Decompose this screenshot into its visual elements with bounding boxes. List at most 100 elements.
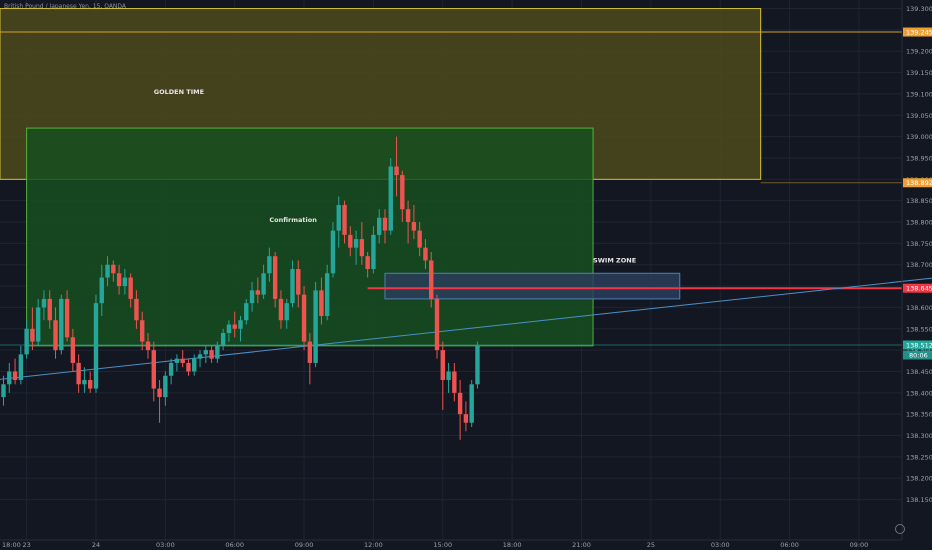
candle[interactable] (53, 307, 58, 359)
zone-box[interactable] (26, 127, 594, 347)
candle[interactable] (261, 264, 266, 299)
candle[interactable] (324, 264, 330, 321)
candle[interactable] (151, 341, 156, 402)
zone-boxes[interactable] (0, 8, 762, 347)
candle[interactable] (423, 239, 428, 269)
time-axis[interactable]: 18:00 23 24 03:00 06:00 09:00 12:00 15:00 18:00 2… (2, 541, 868, 549)
price-tick-label: 138.700 (906, 261, 932, 269)
candle[interactable] (255, 277, 261, 304)
candle[interactable] (371, 226, 376, 274)
candle[interactable] (12, 358, 18, 385)
candle[interactable] (307, 333, 313, 385)
candle[interactable] (18, 345, 24, 385)
candle[interactable] (429, 251, 434, 308)
candle[interactable] (47, 290, 52, 329)
candle[interactable] (405, 200, 411, 244)
candle[interactable] (301, 286, 307, 351)
candle[interactable] (267, 247, 272, 282)
candle[interactable] (342, 200, 347, 244)
candle[interactable] (232, 311, 237, 338)
candle[interactable] (394, 136, 399, 197)
chart-settings-icon[interactable] (895, 524, 905, 534)
candle[interactable] (76, 354, 81, 393)
candle[interactable] (446, 362, 451, 393)
candle[interactable] (434, 294, 440, 359)
candle[interactable] (400, 170, 405, 223)
candle[interactable] (186, 358, 191, 376)
price-badge: 139.245 (903, 27, 932, 37)
candle[interactable] (475, 341, 480, 389)
candle[interactable] (70, 328, 76, 372)
candle[interactable] (296, 260, 301, 308)
candle[interactable] (134, 290, 139, 329)
candle[interactable] (290, 260, 295, 308)
candle[interactable] (220, 328, 226, 351)
time-tick-label: 18:00 (2, 541, 21, 549)
candle[interactable] (174, 354, 180, 372)
candle[interactable] (249, 281, 255, 312)
candle[interactable] (122, 269, 128, 295)
horizontal-lines[interactable] (0, 31, 902, 346)
candle[interactable] (203, 345, 208, 363)
candle[interactable] (209, 345, 214, 363)
candle[interactable] (215, 341, 220, 363)
price-axis[interactable]: 139.300139.250139.200139.150139.100139.0… (903, 5, 932, 504)
candle[interactable] (284, 298, 289, 329)
candles[interactable] (1, 136, 480, 440)
candle[interactable] (93, 294, 99, 393)
candle[interactable] (168, 358, 174, 385)
candle[interactable] (469, 380, 474, 427)
candle[interactable] (105, 256, 110, 287)
candle[interactable] (330, 222, 336, 278)
candle[interactable] (99, 264, 104, 316)
candle-body (249, 290, 255, 304)
candle[interactable] (7, 362, 12, 393)
candle[interactable] (1, 375, 6, 406)
price-tick-label: 138.250 (906, 453, 932, 461)
candle[interactable] (365, 251, 370, 278)
candle[interactable] (41, 290, 47, 321)
candle[interactable] (313, 281, 318, 368)
candle[interactable] (452, 362, 457, 402)
candle[interactable] (244, 298, 249, 325)
candle[interactable] (128, 273, 133, 308)
candle[interactable] (411, 204, 417, 240)
candle[interactable] (440, 341, 445, 410)
candle[interactable] (192, 354, 197, 376)
candle[interactable] (382, 209, 388, 244)
candle[interactable] (59, 294, 64, 355)
candle[interactable] (111, 260, 116, 282)
trend-line[interactable] (0, 275, 932, 392)
candle[interactable] (226, 320, 232, 342)
candle[interactable] (88, 371, 93, 393)
candle[interactable] (197, 350, 203, 368)
candle[interactable] (64, 290, 70, 342)
candle[interactable] (457, 380, 463, 440)
candle[interactable] (24, 320, 29, 359)
candle[interactable] (272, 251, 278, 308)
candle[interactable] (82, 367, 87, 393)
candle[interactable] (388, 157, 393, 235)
candle[interactable] (35, 298, 41, 346)
candle[interactable] (319, 277, 324, 325)
candle[interactable] (145, 333, 151, 359)
candle[interactable] (353, 230, 359, 265)
candle[interactable] (30, 307, 35, 351)
trend-lines[interactable] (0, 275, 932, 521)
candle[interactable] (116, 264, 122, 295)
candle-body (267, 256, 272, 274)
candle[interactable] (359, 222, 365, 265)
candle[interactable] (377, 209, 382, 244)
candle[interactable] (157, 380, 162, 423)
candle[interactable] (140, 311, 145, 351)
candle[interactable] (278, 290, 284, 329)
candle[interactable] (417, 222, 422, 257)
candle[interactable] (163, 371, 168, 406)
candle[interactable] (336, 196, 341, 248)
zone-box[interactable] (384, 272, 681, 300)
candle[interactable] (180, 350, 185, 368)
candle[interactable] (348, 226, 353, 257)
candle[interactable] (238, 315, 243, 342)
candle[interactable] (463, 401, 469, 432)
